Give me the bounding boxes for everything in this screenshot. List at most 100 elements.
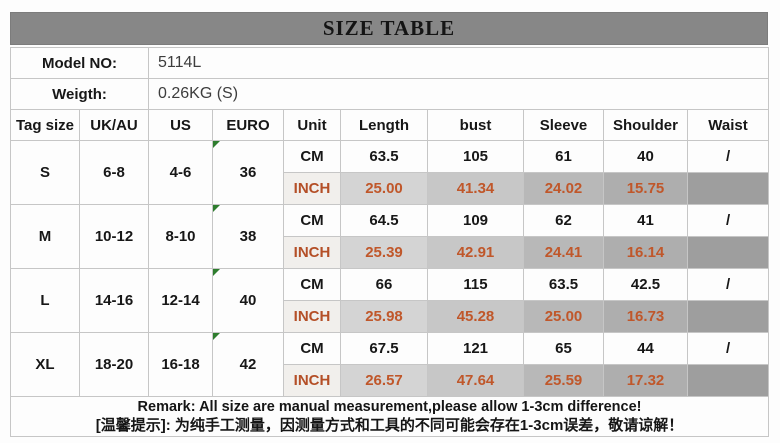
cell-shoulder: 16.14 (603, 236, 688, 269)
cell-corner-marker-icon (213, 205, 220, 212)
col-header-sleeve: Sleeve (523, 109, 604, 141)
cell-sleeve: 25.59 (523, 364, 604, 397)
model-row: Model NO: 5114L (10, 47, 770, 79)
size-row-m-cm: M 10-12 8-10 38 CM 64.5 109 62 41 / (10, 204, 770, 269)
cell-waist (686, 236, 770, 269)
col-header-euro: EURO (212, 109, 284, 141)
cell-length: 25.00 (340, 172, 428, 205)
cell-bust: 115 (427, 268, 524, 301)
model-value: 5114L (147, 47, 770, 79)
page-title: SIZE TABLE (322, 16, 456, 40)
col-header-length: Length (340, 109, 428, 141)
cell-waist: / (686, 204, 770, 237)
col-header-uk-au: UK/AU (79, 109, 149, 141)
cell-bust: 47.64 (427, 364, 524, 397)
cell-length: 64.5 (340, 204, 428, 237)
size-row-l-cm: L 14-16 12-14 40 CM 66 115 63.5 42.5 / (10, 268, 770, 333)
cell-shoulder: 42.5 (603, 268, 688, 301)
euro-m: 38 (212, 204, 284, 269)
cell-corner-marker-icon (213, 333, 220, 340)
unit-inch: INCH (283, 300, 341, 333)
cell-length: 26.57 (340, 364, 428, 397)
tag-size-l: L (10, 268, 80, 333)
table-content: SIZE TABLE Model NO: 5114L Weigth: 0.26K… (9, 12, 770, 437)
cell-bust: 105 (427, 140, 524, 173)
title-bar: SIZE TABLE (10, 12, 768, 45)
cell-corner-marker-icon (213, 269, 220, 276)
euro-s: 36 (212, 140, 284, 205)
cell-shoulder: 44 (603, 332, 688, 365)
size-row-m-inch: INCH 25.39 42.91 24.41 16.14 (11, 236, 770, 269)
unit-cm: CM (283, 332, 341, 365)
us-s: 4-6 (148, 140, 213, 205)
remark-row: Remark: All size are manual measurement,… (9, 396, 770, 437)
weight-label: Weigth: (10, 78, 149, 110)
cell-bust: 121 (427, 332, 524, 365)
col-header-waist: Waist (686, 109, 770, 141)
cell-waist (686, 172, 770, 205)
cell-shoulder: 17.32 (603, 364, 688, 397)
cell-sleeve: 24.41 (523, 236, 604, 269)
tag-size-m: M (10, 204, 80, 269)
col-header-unit: Unit (283, 109, 341, 141)
cell-length: 66 (340, 268, 428, 301)
uk-au-l: 14-16 (79, 268, 149, 333)
cell-length: 67.5 (340, 332, 428, 365)
size-row-l-inch: INCH 25.98 45.28 25.00 16.73 (11, 300, 770, 333)
cell-length: 25.98 (340, 300, 428, 333)
unit-cm: CM (283, 268, 341, 301)
cell-shoulder: 16.73 (603, 300, 688, 333)
size-table: Model NO: 5114L Weigth: 0.26KG (S) Tag s… (9, 47, 770, 437)
column-header-row: Tag size UK/AU US EURO Unit Length bust … (10, 109, 770, 141)
size-row-s-inch: INCH 25.00 41.34 24.02 15.75 (11, 172, 770, 205)
size-row-xl-cm: XL 18-20 16-18 42 CM 67.5 121 65 44 / (10, 332, 770, 397)
remark-text-english: Remark: All size are manual measurement,… (137, 399, 642, 415)
tag-size-s: S (10, 140, 80, 205)
cell-shoulder: 15.75 (603, 172, 688, 205)
us-m: 8-10 (148, 204, 213, 269)
cell-waist (686, 364, 770, 397)
unit-cm: CM (283, 140, 341, 173)
unit-inch: INCH (283, 236, 341, 269)
cell-shoulder: 41 (603, 204, 688, 237)
euro-xl: 42 (212, 332, 284, 397)
cell-bust: 41.34 (427, 172, 524, 205)
col-header-shoulder: Shoulder (603, 109, 688, 141)
uk-au-m: 10-12 (79, 204, 149, 269)
cell-sleeve: 63.5 (523, 268, 604, 301)
col-header-us: US (148, 109, 213, 141)
cell-bust: 42.91 (427, 236, 524, 269)
euro-l: 40 (212, 268, 284, 333)
cell-waist: / (686, 332, 770, 365)
unit-inch: INCH (283, 172, 341, 205)
cell-length: 25.39 (340, 236, 428, 269)
unit-inch: INCH (283, 364, 341, 397)
cell-bust: 45.28 (427, 300, 524, 333)
cell-waist: / (686, 268, 770, 301)
col-header-bust: bust (427, 109, 524, 141)
us-l: 12-14 (148, 268, 213, 333)
size-row-xl-inch: INCH 26.57 47.64 25.59 17.32 (11, 364, 770, 397)
col-header-tag-size: Tag size (10, 109, 80, 141)
weight-row: Weigth: 0.26KG (S) (10, 78, 770, 110)
cell-waist (686, 300, 770, 333)
size-row-s-cm: S 6-8 4-6 36 CM 63.5 105 61 40 / (10, 140, 770, 205)
cell-sleeve: 65 (523, 332, 604, 365)
uk-au-s: 6-8 (79, 140, 149, 205)
uk-au-xl: 18-20 (79, 332, 149, 397)
cell-waist: / (686, 140, 770, 173)
cell-shoulder: 40 (603, 140, 688, 173)
us-xl: 16-18 (148, 332, 213, 397)
cell-sleeve: 62 (523, 204, 604, 237)
cell-bust: 109 (427, 204, 524, 237)
model-label: Model NO: (10, 47, 149, 79)
cell-length: 63.5 (340, 140, 428, 173)
tag-size-xl: XL (10, 332, 80, 397)
cell-corner-marker-icon (213, 141, 220, 148)
cell-sleeve: 24.02 (523, 172, 604, 205)
unit-cm: CM (283, 204, 341, 237)
cell-sleeve: 61 (523, 140, 604, 173)
weight-value: 0.26KG (S) (147, 78, 770, 110)
cell-sleeve: 25.00 (523, 300, 604, 333)
